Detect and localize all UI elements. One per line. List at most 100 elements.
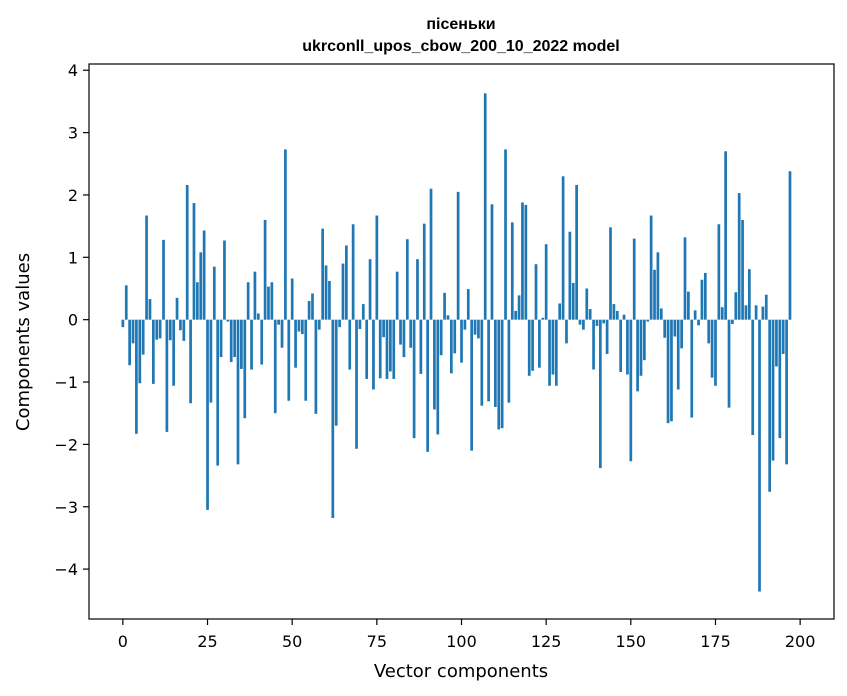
bar-18 [182, 319, 186, 341]
y-axis: −4 −3 −2 −1 0 1 2 3 4 [54, 61, 89, 579]
bar-165 [680, 319, 683, 349]
bar-105 [477, 319, 480, 339]
bar-95 [443, 292, 446, 320]
bar-54 [304, 319, 308, 401]
bar-182 [737, 193, 741, 320]
bar-10 [155, 319, 159, 340]
bar-36 [243, 319, 247, 419]
bar-15 [172, 319, 176, 386]
bar-161 [666, 319, 670, 424]
bar-169 [693, 310, 697, 320]
x-tick-label: 175 [700, 632, 731, 651]
x-tick-label: 200 [785, 632, 816, 651]
bar-60 [324, 265, 328, 320]
bar-58 [317, 319, 321, 330]
bar-0 [121, 319, 125, 328]
bar-94 [439, 319, 443, 356]
bar-145 [612, 304, 616, 320]
bar-80 [392, 319, 396, 379]
bar-70 [358, 319, 362, 330]
y-tick-label: −4 [54, 560, 78, 579]
bar-153 [639, 319, 643, 376]
bar-137 [585, 288, 589, 320]
bar-168 [690, 319, 694, 418]
bar-34 [236, 319, 240, 465]
plot-frame [88, 63, 835, 620]
bar-49 [287, 319, 291, 401]
bar-171 [700, 279, 704, 320]
bar-89 [422, 223, 426, 320]
bar-71 [361, 304, 365, 320]
bar-20 [189, 319, 192, 404]
bar-52 [297, 319, 301, 332]
bar-103 [470, 319, 474, 451]
bar-116 [514, 310, 518, 320]
bar-75 [375, 215, 379, 320]
bar-178 [724, 151, 727, 320]
bar-32 [229, 319, 233, 363]
bar-151 [632, 238, 636, 320]
bar-23 [199, 252, 203, 320]
bar-142 [602, 319, 606, 324]
bar-170 [697, 319, 700, 326]
bar-87 [416, 259, 419, 320]
bar-184 [744, 305, 748, 320]
bar-119 [524, 204, 528, 320]
bar-27 [212, 266, 216, 320]
bar-62 [331, 319, 335, 518]
bar-187 [754, 305, 758, 320]
bar-139 [592, 319, 595, 370]
bar-81 [395, 271, 399, 320]
bar-56 [311, 293, 314, 320]
bar-73 [368, 259, 372, 320]
bar-78 [385, 319, 389, 379]
bar-90 [426, 319, 429, 452]
x-axis-label: Vector components [374, 661, 548, 682]
bar-152 [636, 319, 639, 392]
bar-50 [290, 278, 294, 320]
bar-46 [277, 319, 280, 325]
bar-107 [483, 93, 487, 320]
bar-22 [196, 282, 199, 320]
bar-41 [260, 319, 264, 365]
bar-6 [141, 319, 145, 355]
bar-157 [653, 269, 656, 320]
bar-2 [128, 319, 131, 366]
bar-158 [656, 252, 660, 320]
bar-43 [267, 286, 270, 320]
bar-197 [788, 171, 792, 320]
bar-192 [771, 319, 775, 461]
bar-111 [497, 319, 501, 430]
bar-93 [436, 319, 440, 435]
bar-57 [314, 319, 318, 414]
bar-125 [544, 244, 548, 320]
bar-131 [565, 319, 568, 344]
bar-115 [510, 222, 514, 320]
bar-160 [663, 319, 667, 338]
bar-191 [768, 319, 772, 492]
x-tick-label: 25 [197, 632, 217, 651]
bar-1 [124, 285, 128, 320]
bar-4 [135, 319, 138, 434]
bar-40 [256, 313, 260, 320]
x-tick-label: 75 [367, 632, 387, 651]
y-tick-label: −1 [54, 373, 78, 392]
x-tick-label: 0 [118, 632, 128, 651]
bar-176 [717, 224, 721, 320]
bar-8 [148, 299, 152, 320]
bar-136 [582, 319, 585, 330]
bar-9 [151, 319, 155, 384]
chart-subtitle: ukrconll_upos_cbow_200_10_2022 model [302, 38, 619, 55]
bar-66 [345, 245, 348, 320]
bar-39 [253, 271, 257, 320]
bar-154 [643, 319, 646, 361]
bar-53 [300, 319, 304, 335]
bar-162 [670, 319, 673, 422]
y-tick-label: 2 [68, 186, 78, 205]
bar-47 [280, 319, 284, 348]
bar-67 [348, 319, 352, 370]
bar-155 [646, 319, 650, 322]
bar-118 [521, 202, 524, 320]
bar-126 [548, 319, 551, 386]
bar-42 [263, 219, 267, 320]
